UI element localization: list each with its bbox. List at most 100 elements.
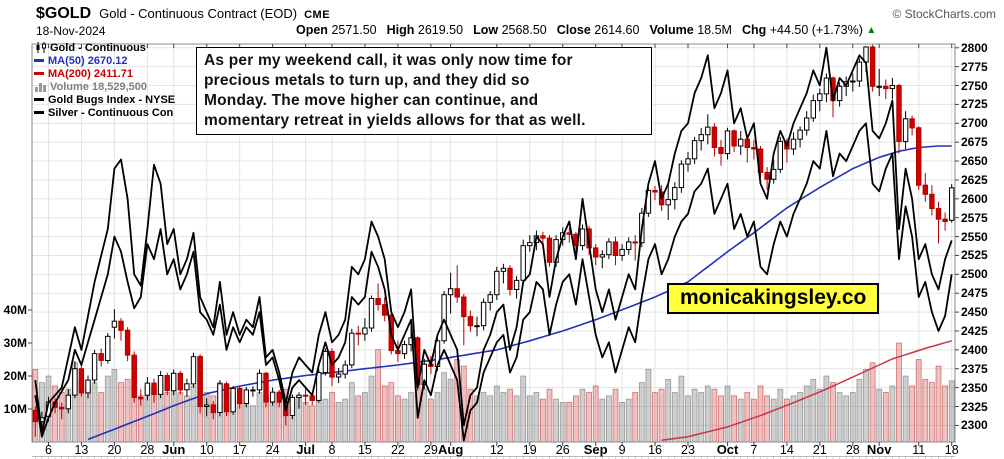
volume-bar: [243, 401, 250, 443]
volume-bar: [770, 398, 777, 443]
volume-bar: [520, 375, 527, 443]
candle: [78, 368, 85, 394]
volume-bar: [882, 392, 889, 443]
volume-bar: [935, 365, 942, 443]
candle: [612, 241, 619, 256]
volume-bar: [434, 392, 441, 443]
candle: [217, 383, 223, 413]
x-axis-date-label: 8: [328, 443, 336, 457]
candle: [375, 298, 381, 305]
volume-bar: [777, 388, 784, 443]
candle: [322, 350, 329, 373]
volume-bar: [843, 395, 850, 443]
y-axis-price-label: 2700: [961, 116, 988, 131]
volume-bar: [493, 385, 500, 443]
candle: [771, 168, 777, 180]
y-axis-price-label: 2550: [961, 229, 988, 244]
candle: [817, 93, 823, 102]
candle: [889, 85, 896, 89]
candle: [91, 353, 98, 381]
exchange-label: CME: [304, 9, 331, 21]
x-axis-date-label: 22: [390, 443, 405, 457]
volume-bar: [375, 349, 382, 443]
candle: [619, 248, 625, 256]
y-axis-price-label: 2300: [961, 418, 988, 433]
volume-bar: [394, 395, 401, 443]
candle: [929, 193, 935, 210]
legend-item-ma200: MA(200) 2411.71: [34, 67, 175, 80]
legend-label: Gold - Continuous: [50, 41, 146, 54]
volume-bar: [526, 395, 533, 443]
volume-bar: [704, 385, 711, 443]
note-line: As per my weekend call, it was only now …: [204, 52, 573, 69]
candle: [144, 382, 151, 396]
candle: [698, 134, 704, 142]
volume-bar: [421, 388, 428, 443]
volume-bar: [638, 382, 645, 443]
volume-bar: [559, 401, 566, 443]
volume-bar: [249, 405, 256, 443]
y-axis-price-label: 2400: [961, 342, 988, 357]
x-axis-date-label: Sep: [583, 442, 608, 457]
volume-bar: [823, 375, 830, 443]
note-line: precious metals to turn up, and they did…: [204, 72, 530, 89]
volume-bar: [118, 382, 124, 443]
x-axis-date-label: 17: [232, 443, 247, 457]
y-axis-price-label: 2775: [961, 59, 988, 74]
low-quote: Low 2568.50: [473, 23, 547, 37]
volume-bar: [573, 395, 579, 443]
y-axis-price-label: 2650: [961, 154, 988, 169]
candle: [230, 387, 236, 413]
candle: [349, 332, 355, 366]
x-axis-date-label: 10: [199, 443, 214, 457]
volume-bar: [342, 398, 349, 443]
silver-line-swatch: [34, 111, 44, 114]
volume-bar: [315, 395, 322, 443]
legend-label: MA(200) 2411.71: [48, 67, 133, 80]
candle: [395, 350, 401, 355]
volume-bar: [335, 401, 342, 443]
y-axis-price-label: 2800: [961, 40, 988, 55]
volume-bar: [256, 392, 263, 443]
legend-item-ma50: MA(50) 2670.12: [34, 54, 175, 67]
candle: [546, 237, 553, 263]
candle: [836, 85, 843, 102]
volume-bar: [830, 382, 836, 443]
candle: [850, 80, 856, 83]
volume-bar: [441, 372, 448, 443]
analyst-note: As per my weekend call, it was only now …: [196, 47, 652, 135]
volume-bar: [922, 378, 929, 443]
candle: [935, 208, 942, 220]
candle: [593, 247, 599, 258]
candle: [210, 404, 217, 414]
volume-bar: [401, 398, 408, 443]
volume-bar: [889, 385, 896, 443]
chart-date: 18-Nov-2024: [36, 24, 106, 38]
volume-bar: [678, 375, 685, 443]
volume-bar: [190, 385, 197, 443]
candle: [250, 389, 256, 392]
candle: [672, 187, 678, 201]
volume-bar: [447, 378, 454, 443]
volume-bar: [863, 368, 869, 443]
candle: [105, 335, 111, 361]
x-axis-date-label: 15: [357, 443, 372, 457]
x-axis-date-label: Jul: [296, 442, 315, 457]
candle: [876, 85, 882, 88]
volume-bar: [856, 378, 863, 443]
candle: [151, 382, 157, 395]
candle: [302, 394, 309, 397]
volume-bar: [849, 392, 856, 443]
candle: [447, 288, 454, 296]
histogram-icon: [34, 82, 47, 92]
volume-bar: [757, 385, 764, 443]
y-axis-price-label: 2575: [961, 210, 988, 225]
candle: [685, 158, 691, 165]
volume-bar: [388, 382, 395, 443]
candle: [520, 245, 526, 281]
volume-bar: [381, 385, 388, 443]
silver-overlay-line: [34, 122, 953, 442]
candle: [513, 279, 520, 290]
